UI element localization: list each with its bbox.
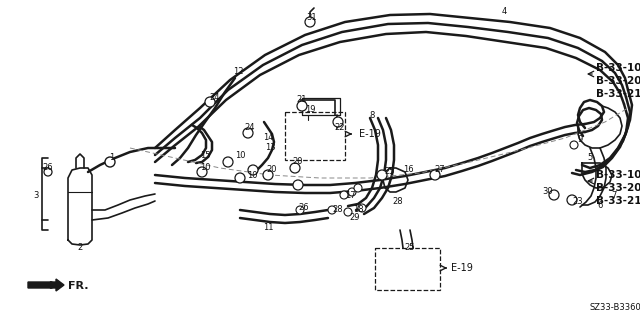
Text: 11: 11 xyxy=(263,224,273,233)
Text: 29: 29 xyxy=(349,213,360,222)
Circle shape xyxy=(44,168,52,176)
Circle shape xyxy=(290,163,300,173)
Text: 8: 8 xyxy=(369,110,374,120)
Text: 20: 20 xyxy=(292,158,303,167)
Circle shape xyxy=(105,157,115,167)
Circle shape xyxy=(197,167,207,177)
Circle shape xyxy=(354,184,362,192)
Circle shape xyxy=(567,195,577,205)
Text: SZ33-B3360B: SZ33-B3360B xyxy=(590,303,640,313)
Text: 24: 24 xyxy=(210,93,220,101)
Text: 25: 25 xyxy=(404,243,415,253)
Text: FR.: FR. xyxy=(68,281,88,291)
Text: 23: 23 xyxy=(573,197,583,206)
Text: 21: 21 xyxy=(297,95,307,105)
Circle shape xyxy=(243,128,253,138)
Circle shape xyxy=(293,180,303,190)
Text: 10: 10 xyxy=(235,151,245,160)
Text: B-33-21: B-33-21 xyxy=(596,196,640,206)
Text: 19: 19 xyxy=(305,106,316,115)
Text: 18: 18 xyxy=(353,205,364,214)
Circle shape xyxy=(377,170,387,180)
Text: 16: 16 xyxy=(403,166,413,174)
Circle shape xyxy=(205,97,215,107)
Circle shape xyxy=(328,206,336,214)
Text: 28: 28 xyxy=(393,197,403,206)
Text: 22: 22 xyxy=(335,123,345,132)
Circle shape xyxy=(263,170,273,180)
Text: 26: 26 xyxy=(43,164,53,173)
Text: E-19: E-19 xyxy=(359,129,381,139)
Text: B-33-10: B-33-10 xyxy=(596,170,640,180)
Text: B-33-20: B-33-20 xyxy=(596,76,640,86)
Text: 27: 27 xyxy=(435,166,445,174)
Text: 12: 12 xyxy=(233,68,243,77)
Text: 2: 2 xyxy=(77,243,83,253)
Circle shape xyxy=(549,190,559,200)
Text: B-33-21: B-33-21 xyxy=(596,89,640,99)
Circle shape xyxy=(235,173,245,183)
Text: 15: 15 xyxy=(200,151,211,160)
Circle shape xyxy=(297,101,307,111)
Text: 20: 20 xyxy=(267,166,277,174)
Text: 10: 10 xyxy=(247,170,257,180)
Circle shape xyxy=(430,170,440,180)
FancyArrow shape xyxy=(28,279,64,291)
Text: E-19: E-19 xyxy=(451,263,473,273)
Text: 7: 7 xyxy=(611,190,617,199)
Circle shape xyxy=(223,157,233,167)
Circle shape xyxy=(348,188,356,196)
Circle shape xyxy=(358,204,366,212)
Text: 10: 10 xyxy=(200,164,211,173)
Text: 25: 25 xyxy=(385,167,396,176)
Circle shape xyxy=(340,191,348,199)
Circle shape xyxy=(333,117,343,127)
Circle shape xyxy=(248,165,258,175)
Circle shape xyxy=(296,206,304,214)
Text: 9: 9 xyxy=(577,136,582,145)
Text: 14: 14 xyxy=(263,133,273,143)
Text: 26: 26 xyxy=(299,204,309,212)
Text: B-33-10: B-33-10 xyxy=(596,63,640,73)
Text: 28: 28 xyxy=(333,205,343,214)
Circle shape xyxy=(305,17,315,27)
Text: B-33-20: B-33-20 xyxy=(596,183,640,193)
Text: 31: 31 xyxy=(307,13,317,23)
Text: 17: 17 xyxy=(345,191,355,201)
Text: 30: 30 xyxy=(543,188,554,197)
Text: 6: 6 xyxy=(597,201,603,210)
Text: 3: 3 xyxy=(33,190,38,199)
Text: 5: 5 xyxy=(588,153,593,162)
Text: 24: 24 xyxy=(244,123,255,132)
Text: 1: 1 xyxy=(109,152,115,161)
Text: 13: 13 xyxy=(265,144,275,152)
Circle shape xyxy=(570,141,578,149)
Text: 4: 4 xyxy=(501,8,507,17)
Circle shape xyxy=(344,208,352,216)
